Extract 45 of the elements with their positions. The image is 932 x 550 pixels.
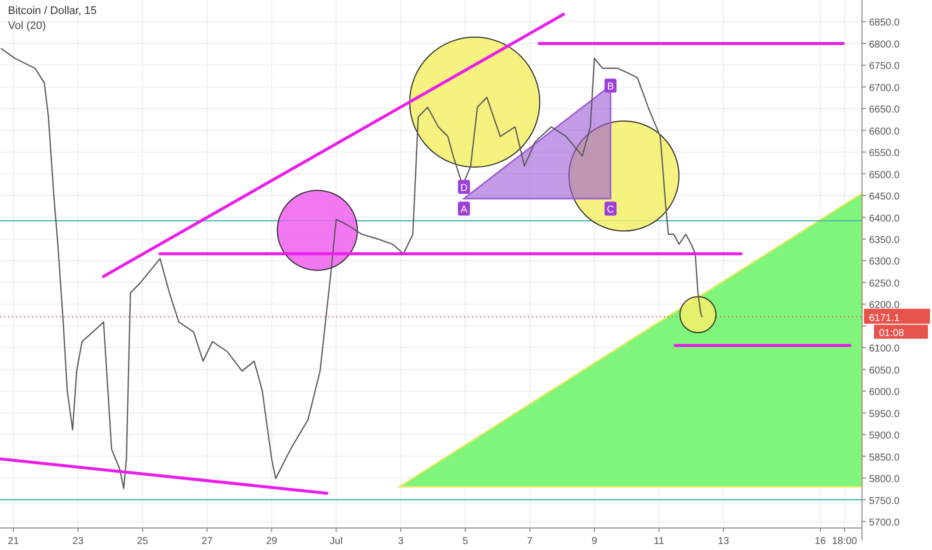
x-tick-label: 29	[266, 536, 278, 547]
y-tick-label: 6050.0	[869, 365, 900, 376]
y-tick-label: 5900.0	[869, 430, 900, 442]
annotation: C	[606, 204, 614, 216]
y-tick-label: 5750.0	[869, 496, 900, 507]
y-tick-label: 6550.0	[869, 148, 900, 160]
y-tick-label: 5850.0	[869, 452, 900, 464]
x-tick-label: 7	[527, 536, 534, 547]
y-tick-label: 6100.0	[869, 344, 900, 355]
y-tick-label: 6700.0	[869, 82, 900, 94]
y-tick-label: 5700.0	[869, 517, 900, 528]
text: Vol (20)	[8, 20, 46, 32]
y-tick-label: 6750.0	[869, 61, 900, 72]
y-tick-label: 6650.0	[869, 104, 900, 116]
y-tick-label: 5800.0	[869, 474, 900, 486]
annotation: D	[460, 182, 468, 194]
y-tick-label: 6450.0	[869, 192, 900, 203]
x-tick-label: 16	[814, 536, 826, 547]
y-tick-label: 6000.0	[869, 387, 900, 398]
x-tick-label: 3	[398, 536, 404, 547]
text: Bitcoin / Dollar, 15	[8, 5, 97, 17]
y-tick-label: 6800.0	[869, 39, 900, 50]
y-tick-label: 6350.0	[869, 235, 900, 246]
text: 01:08	[879, 328, 904, 339]
x-tick-label: 11	[654, 536, 665, 547]
x-tick-label: 9	[592, 536, 598, 547]
x-tick-label: 23	[72, 536, 84, 547]
y-tick-label: 6200.0	[869, 300, 900, 312]
y-tick-label: 6600.0	[869, 126, 900, 138]
y-tick-label: 6850.0	[869, 18, 900, 29]
ref-line-label: 6171.1	[869, 312, 900, 324]
y-tick-label: 6500.0	[869, 170, 900, 181]
annotation: A	[460, 204, 468, 216]
y-tick-label: 6400.0	[869, 213, 900, 224]
x-tick-label: 13	[718, 536, 730, 547]
x-tick-label: 27	[202, 536, 214, 547]
x-tick-label: 18:00	[832, 536, 858, 547]
x-tick-label: Jul	[330, 536, 343, 547]
x-tick-label: 5	[462, 536, 469, 547]
y-tick-label: 6300.0	[869, 256, 900, 268]
y-tick-label: 5950.0	[869, 408, 900, 420]
annotation: B	[607, 82, 614, 93]
x-tick-label: 25	[136, 536, 149, 547]
x-tick-label: 21	[8, 536, 20, 547]
y-tick-label: 6250.0	[869, 278, 900, 290]
